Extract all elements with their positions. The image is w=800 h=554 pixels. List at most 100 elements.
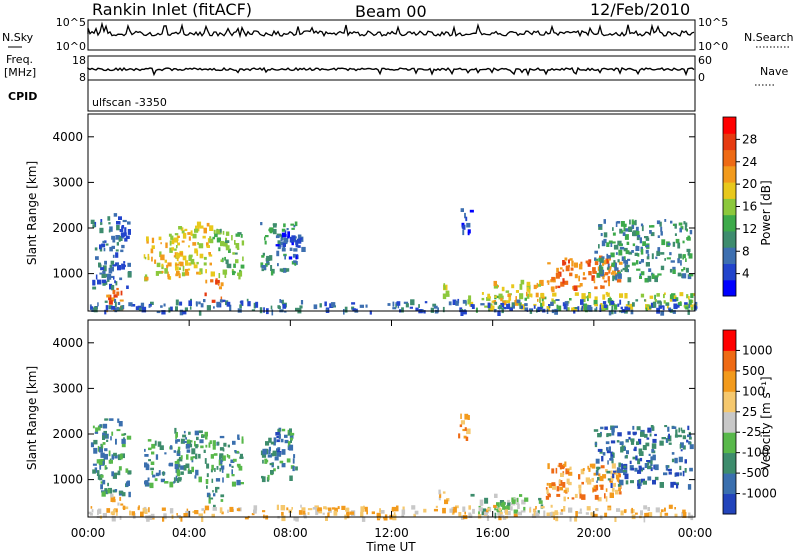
data-cell [272, 268, 275, 274]
data-cell [147, 477, 150, 482]
data-cell [150, 301, 154, 305]
data-cell [528, 289, 531, 294]
data-cell [671, 458, 675, 463]
data-cell [624, 256, 626, 260]
data-cell [423, 508, 427, 513]
data-cell [202, 235, 206, 239]
data-cell [216, 237, 221, 243]
data-cell [284, 439, 289, 444]
data-cell [228, 455, 231, 459]
data-cell [92, 469, 96, 474]
data-cell [497, 310, 501, 316]
data-cell [295, 254, 298, 260]
data-cell [221, 299, 226, 302]
data-cell [116, 221, 121, 225]
data-cell [102, 513, 107, 518]
data-cell [105, 305, 109, 311]
data-cell [114, 307, 118, 313]
data-cell [645, 442, 650, 447]
data-cell [163, 513, 167, 520]
data-cell [219, 435, 225, 439]
data-cell [599, 304, 602, 311]
data-cell [647, 465, 652, 469]
data-cell [682, 435, 687, 440]
data-cell [106, 308, 108, 313]
time-x-axis: 00:00 04:00 08:00 12:00 16:00 20:00 00:00 [71, 320, 712, 540]
data-cell [617, 221, 621, 224]
colorbar-frame [722, 329, 737, 515]
colorbar-tick-label: 25 [742, 405, 757, 419]
data-cell [652, 438, 657, 443]
data-cell [613, 244, 619, 250]
data-cell [122, 505, 126, 510]
data-cell [175, 266, 179, 271]
data-cell [409, 306, 413, 309]
data-cell [173, 255, 176, 258]
data-cell [445, 294, 450, 297]
data-cell [102, 240, 106, 244]
data-cell [565, 468, 570, 475]
data-cell [275, 432, 280, 436]
data-cell [190, 258, 195, 265]
data-cell [652, 479, 656, 485]
data-cell [674, 434, 678, 438]
data-cell [174, 464, 179, 469]
data-cell [484, 511, 488, 515]
data-cell [597, 433, 602, 438]
data-cell [519, 283, 523, 290]
data-cell [578, 511, 583, 514]
data-cell [199, 225, 204, 229]
data-cell [280, 237, 283, 242]
data-cell [151, 256, 153, 262]
y-tick-label: 3000 [52, 175, 83, 189]
data-cell [276, 439, 280, 443]
data-cell [154, 478, 158, 482]
data-cell [630, 439, 635, 445]
data-cell [637, 483, 641, 489]
data-cell [203, 299, 206, 303]
data-cell [682, 273, 687, 279]
data-cell [289, 247, 293, 251]
data-cell [284, 254, 286, 260]
data-cell [220, 494, 225, 498]
data-cell [155, 271, 159, 276]
data-cell [401, 514, 405, 518]
data-cell [615, 252, 618, 255]
data-cell [608, 280, 610, 287]
data-cell [619, 246, 625, 250]
data-cell [529, 309, 533, 314]
nsky-panel: N.Sky 10^5 10^0 10^5 10^0 N.Search [2, 16, 794, 53]
data-cell [430, 307, 434, 313]
data-cell [434, 309, 439, 314]
data-cell [610, 300, 615, 305]
data-cell [581, 494, 586, 500]
data-cell [495, 295, 500, 299]
data-cell [682, 240, 685, 244]
data-cell [116, 291, 120, 296]
data-cell [526, 281, 531, 287]
data-cell [458, 433, 461, 439]
data-cell [345, 507, 350, 512]
data-cell [610, 483, 613, 488]
data-cell [647, 507, 650, 511]
data-cell [684, 302, 688, 305]
data-cell [668, 504, 673, 509]
data-cell [346, 511, 350, 516]
colorbar-segment [723, 473, 736, 494]
data-cell [405, 303, 409, 308]
data-cell [114, 280, 116, 284]
data-cell [185, 443, 190, 449]
data-cell [211, 478, 214, 483]
data-cell [330, 302, 336, 307]
data-cell [638, 438, 642, 445]
data-cell [558, 305, 562, 311]
data-cell [209, 262, 212, 266]
data-cell [127, 271, 131, 275]
colorbar-segment [723, 198, 736, 216]
data-cell [120, 290, 123, 296]
data-cell [294, 262, 297, 266]
data-cell [194, 510, 199, 515]
data-cell [179, 309, 184, 316]
data-cell [118, 466, 122, 471]
data-cell [622, 469, 627, 472]
